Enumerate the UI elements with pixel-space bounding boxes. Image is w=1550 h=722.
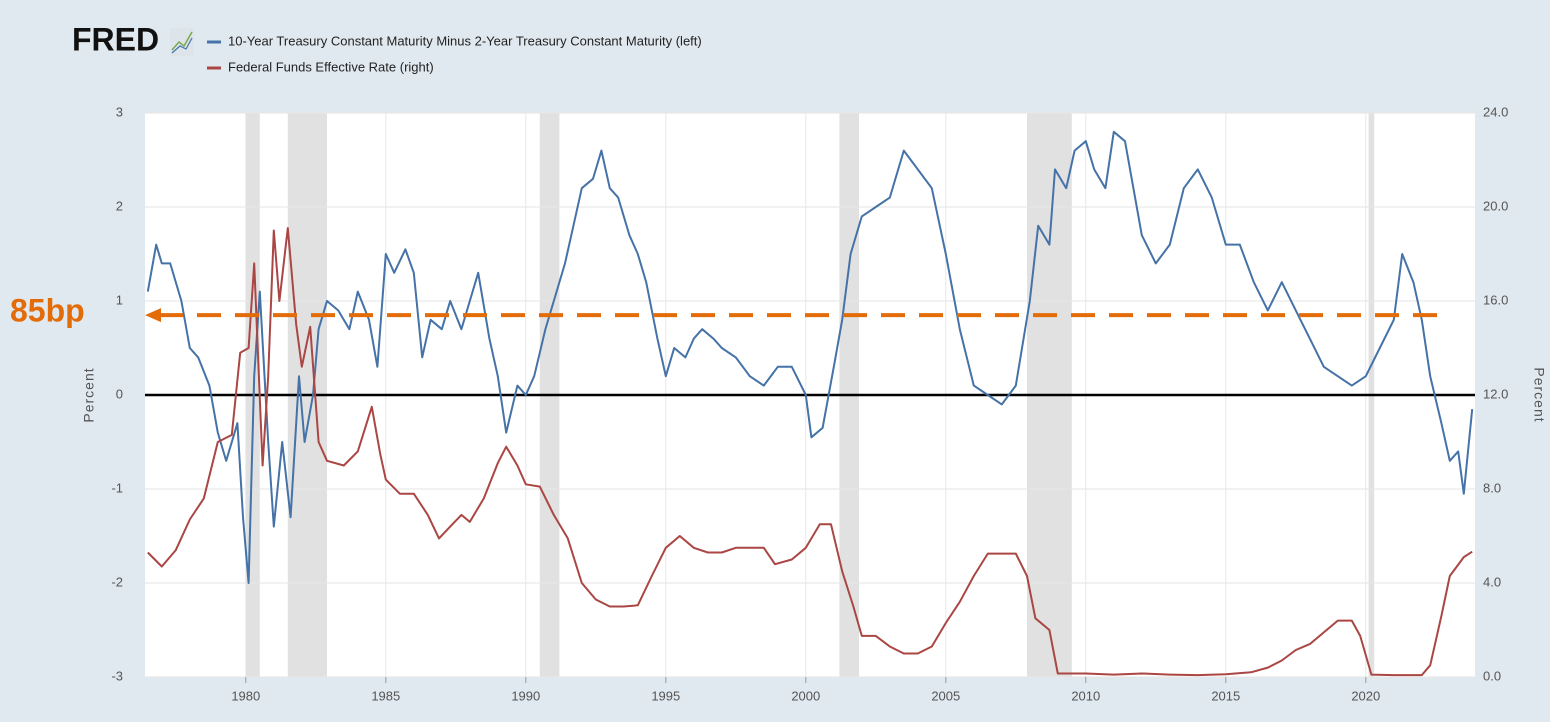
y2-tick-label: 4.0: [1483, 574, 1501, 589]
y-tick-label: -3: [111, 668, 123, 683]
x-tick-label: 1985: [371, 688, 400, 703]
y-tick-label: 2: [116, 198, 123, 213]
logo: FRED: [72, 21, 159, 57]
x-tick-label: 2020: [1351, 688, 1380, 703]
y2-tick-label: 16.0: [1483, 292, 1508, 307]
logo-icon: [170, 28, 194, 56]
y2-tick-label: 8.0: [1483, 480, 1501, 495]
y-tick-label: 3: [116, 104, 123, 119]
annotation-arrow: [145, 308, 161, 323]
y2-tick-label: 20.0: [1483, 198, 1508, 213]
x-tick-label: 1990: [511, 688, 540, 703]
y-tick-label: 0: [116, 386, 123, 401]
y2-tick-label: 24.0: [1483, 104, 1508, 119]
y-tick-label: 1: [116, 292, 123, 307]
x-tick-label: 2000: [791, 688, 820, 703]
y2-axis-title: Percent: [1531, 367, 1547, 422]
y2-tick-label: 12.0: [1483, 386, 1508, 401]
annotation-label: 85bp: [10, 293, 85, 329]
x-tick-label: 2010: [1071, 688, 1100, 703]
series-line: [147, 227, 1473, 677]
x-tick-label: 1995: [651, 688, 680, 703]
y-axis-title: Percent: [81, 367, 97, 422]
series-line: [146, 130, 1474, 584]
legend-label: Federal Funds Effective Rate (right): [228, 59, 434, 74]
x-tick-label: 2005: [931, 688, 960, 703]
x-tick-label: 1980: [231, 688, 260, 703]
legend-label: 10-Year Treasury Constant Maturity Minus…: [228, 33, 702, 48]
y-tick-label: -2: [111, 574, 123, 589]
y2-tick-label: 0.0: [1483, 668, 1501, 683]
y-tick-label: -1: [111, 480, 123, 495]
x-tick-label: 2015: [1211, 688, 1240, 703]
